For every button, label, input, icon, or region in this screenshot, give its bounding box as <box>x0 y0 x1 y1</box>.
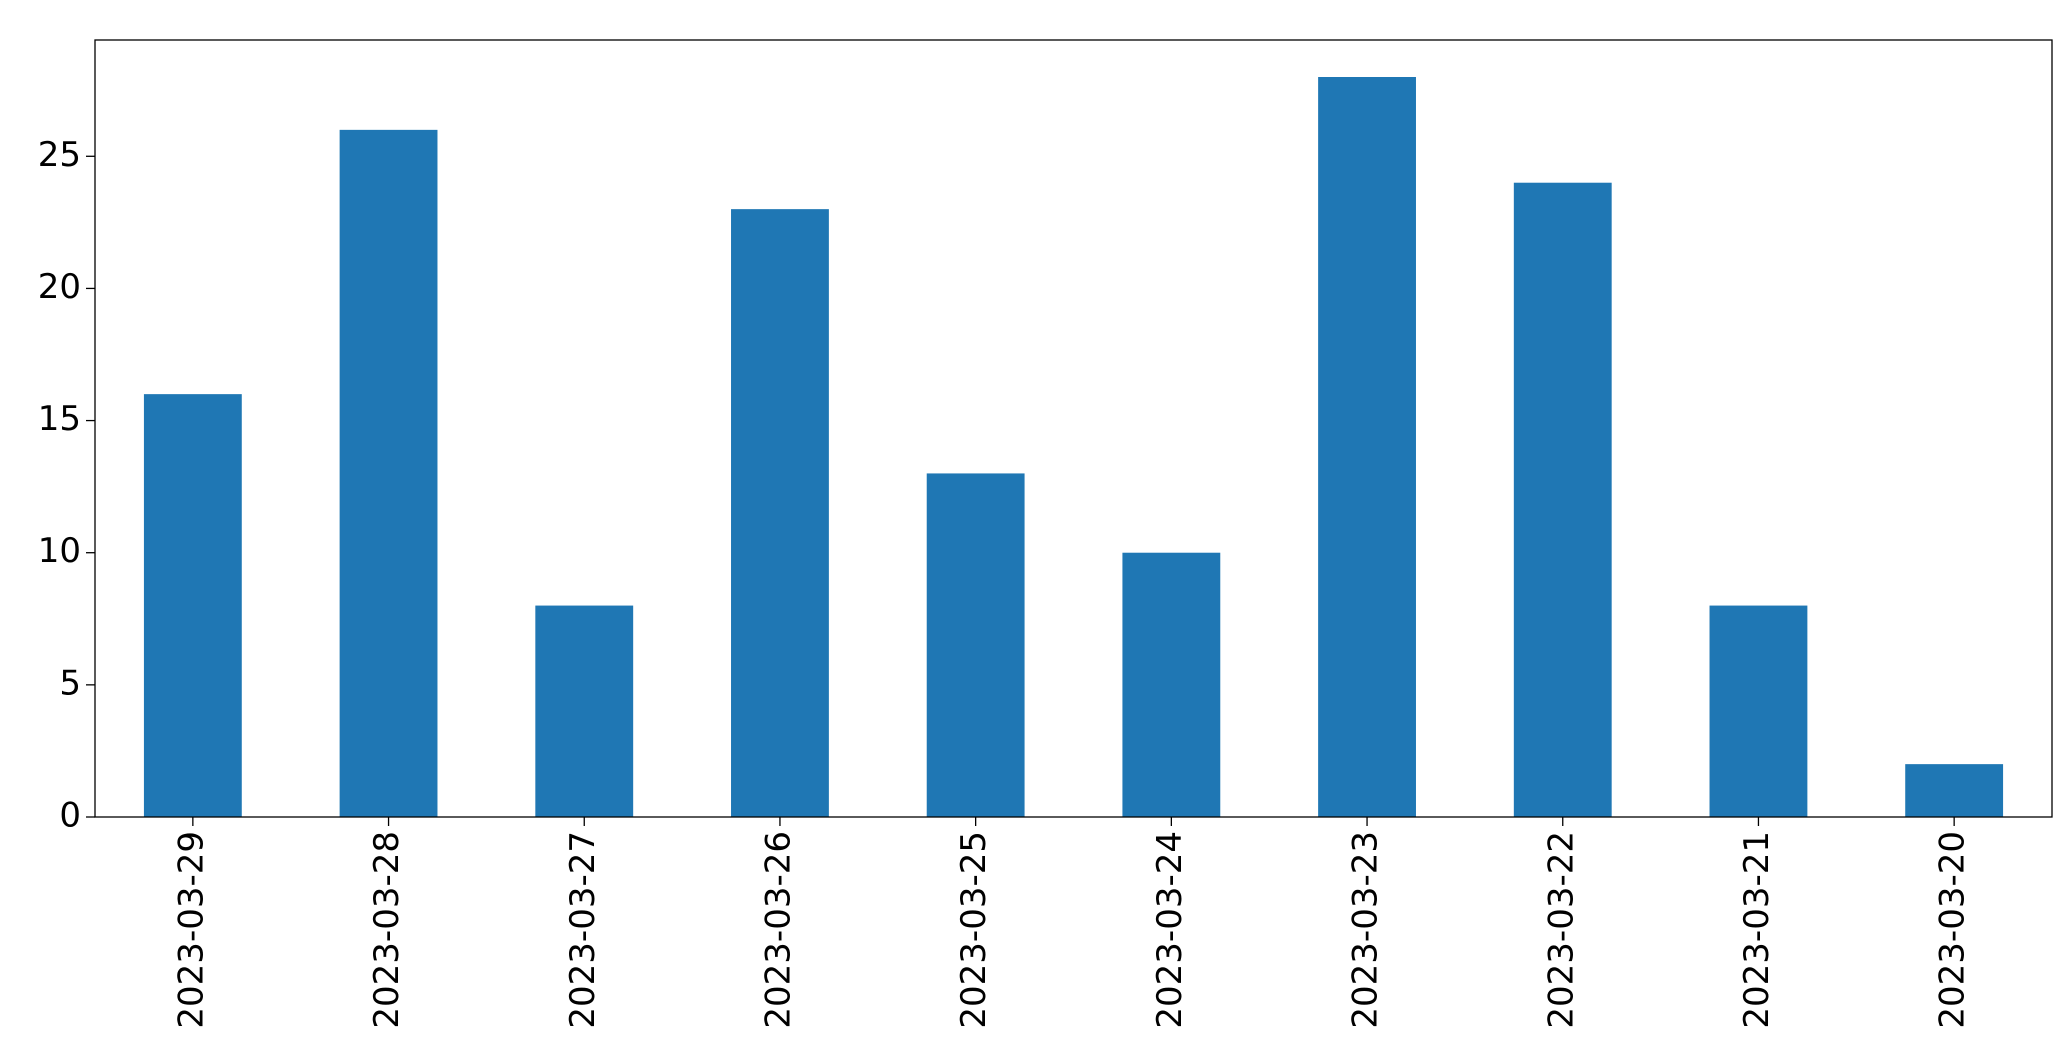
y-tick-label: 20 <box>38 267 81 307</box>
x-tick-label: 2023-03-26 <box>758 831 798 1029</box>
bar <box>926 473 1025 817</box>
bar <box>1709 605 1808 817</box>
bar <box>1905 764 2004 817</box>
y-tick-label: 10 <box>38 531 81 571</box>
plot-frame <box>94 39 2053 818</box>
x-tick-label: 2023-03-21 <box>1737 831 1777 1029</box>
bar <box>1122 552 1221 817</box>
y-tick-label: 5 <box>59 663 81 703</box>
bar <box>1513 182 1612 817</box>
x-tick-label: 2023-03-25 <box>954 831 994 1029</box>
x-tick-label: 2023-03-23 <box>1346 831 1386 1029</box>
y-tick-label: 25 <box>38 135 81 175</box>
x-tick-label: 2023-03-29 <box>171 831 211 1029</box>
bar <box>535 605 634 817</box>
x-tick-label: 2023-03-20 <box>1933 831 1973 1029</box>
bar <box>1318 77 1416 817</box>
bar <box>731 209 829 818</box>
bar <box>143 394 242 817</box>
x-tick-label: 2023-03-27 <box>563 831 603 1029</box>
bar <box>339 129 438 817</box>
x-tick-label: 2023-03-22 <box>1541 831 1581 1029</box>
y-tick-label: 0 <box>59 796 81 836</box>
x-tick-label: 2023-03-24 <box>1150 831 1190 1029</box>
x-tick-label: 2023-03-28 <box>367 831 407 1029</box>
y-tick-label: 15 <box>38 399 81 439</box>
